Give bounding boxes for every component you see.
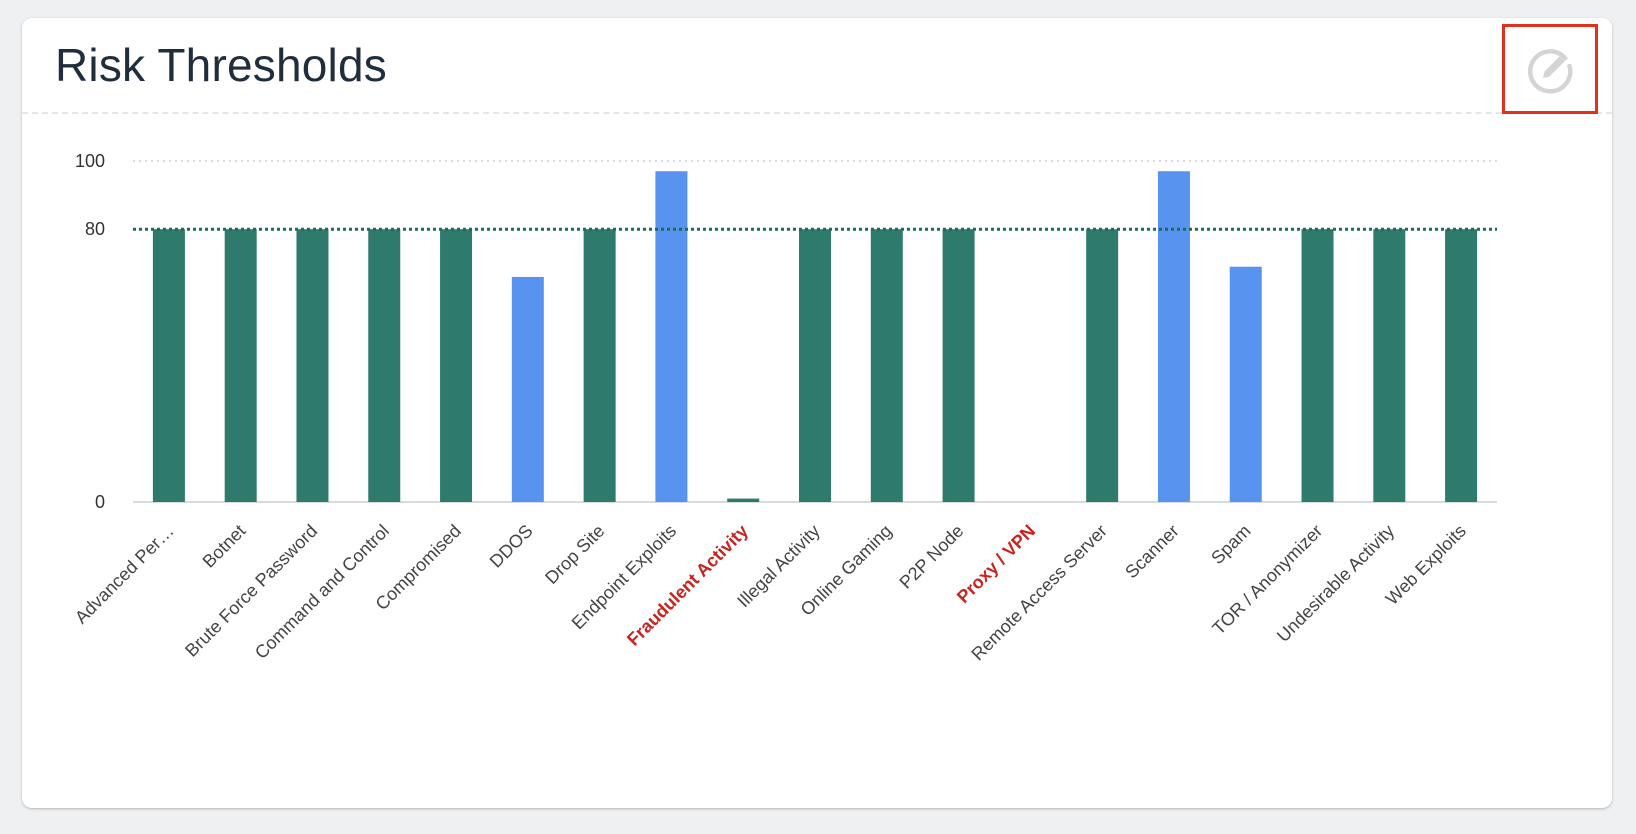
y-tick-label: 80 [85,219,105,239]
x-tick-label: DDOS [486,521,537,572]
bar [368,229,401,502]
pencil-circle-icon [1528,49,1573,94]
bar [1157,171,1190,503]
x-tick-label: P2P Node [895,521,967,593]
bar [942,229,975,502]
bar [655,171,688,503]
x-tick-label: Remote Access Server [967,521,1111,665]
bar [152,229,185,502]
x-tick-label: Brute Force Password [181,521,321,661]
bar [799,229,831,502]
bar [1373,229,1406,502]
x-tick-label: Spam [1207,521,1254,568]
bar [1301,229,1334,502]
bar [440,229,473,502]
x-tick-label: Advanced Per… [71,521,178,628]
risk-thresholds-card: Risk Thresholds 0 80 100 Advanced Per… Botne… [22,18,1612,808]
card-header: Risk Thresholds [22,18,1612,114]
bar [583,229,616,502]
bar [1229,266,1262,502]
bar [727,498,760,502]
bar [511,276,544,502]
card-title: Risk Thresholds [55,39,387,91]
x-tick-label: Command and Control [251,521,393,663]
y-tick-label: 0 [95,492,105,512]
x-tick-label: Botnet [199,521,250,572]
bar [1086,229,1119,502]
x-tick-label: Fraudulent Activity [623,521,752,650]
bar [1445,229,1478,502]
x-tick-label: Drop Site [541,521,608,588]
x-tick-label: Undesirable Activity [1273,521,1398,646]
y-tick-label: 100 [75,151,105,171]
bar [870,229,903,502]
bar [296,229,329,502]
edit-button[interactable] [1502,24,1598,114]
bar [224,229,257,502]
x-tick-label: Scanner [1121,521,1183,583]
